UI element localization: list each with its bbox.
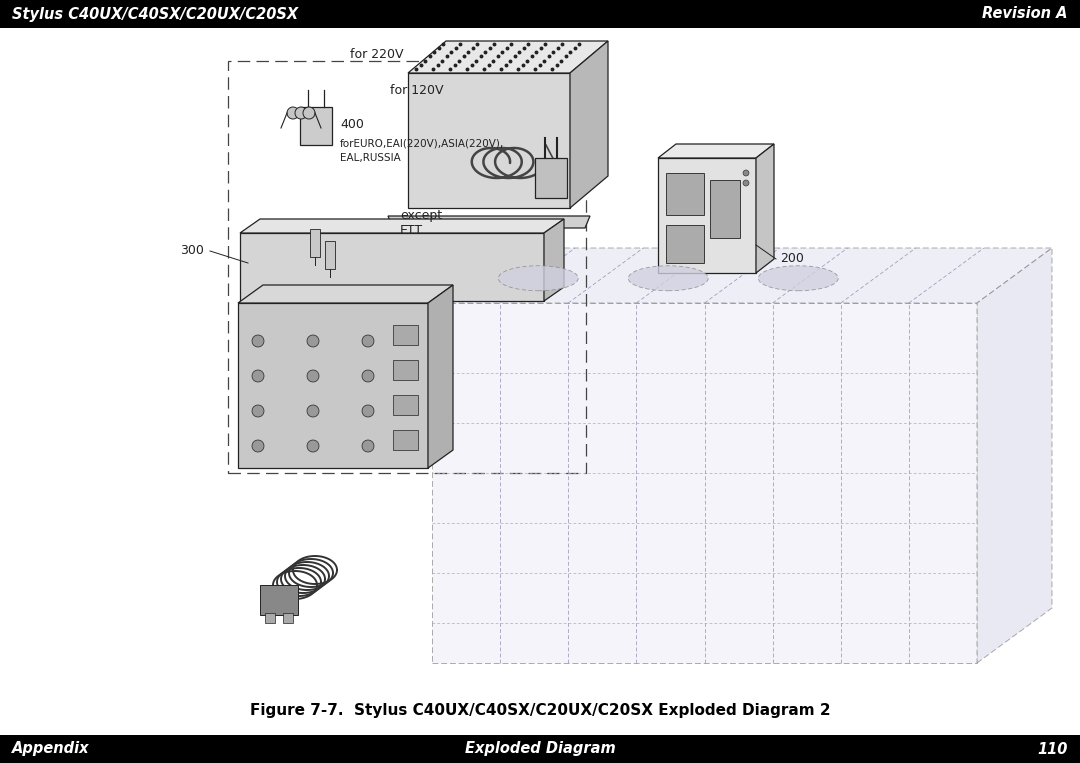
Bar [393, 430, 418, 450]
Polygon shape [388, 216, 590, 228]
Bar [310, 229, 320, 257]
Text: Appendix: Appendix [12, 742, 90, 756]
Bar [0, 735, 1080, 763]
Circle shape [362, 440, 374, 452]
Bar [666, 173, 704, 215]
Text: 200: 200 [780, 253, 804, 266]
Circle shape [307, 440, 319, 452]
Text: 110: 110 [1038, 742, 1068, 756]
Polygon shape [432, 303, 977, 663]
Circle shape [252, 335, 264, 347]
Polygon shape [408, 73, 570, 208]
Bar [393, 395, 418, 415]
Polygon shape [432, 248, 1052, 303]
Circle shape [307, 405, 319, 417]
Polygon shape [408, 41, 608, 73]
Text: EAL,RUSSIA: EAL,RUSSIA [340, 153, 401, 163]
Circle shape [252, 440, 264, 452]
Bar [260, 585, 298, 615]
Ellipse shape [629, 266, 708, 291]
Polygon shape [300, 107, 332, 145]
Circle shape [287, 107, 299, 119]
Circle shape [743, 180, 750, 186]
Bar [228, 61, 586, 473]
Bar [265, 613, 275, 623]
Circle shape [303, 107, 315, 119]
Polygon shape [544, 219, 564, 301]
Circle shape [252, 405, 264, 417]
Circle shape [295, 107, 307, 119]
Ellipse shape [498, 266, 578, 291]
Circle shape [743, 170, 750, 176]
Polygon shape [570, 41, 608, 208]
Bar [393, 325, 418, 345]
Text: for 120V: for 120V [390, 85, 444, 98]
Text: for 220V: for 220V [350, 49, 404, 62]
Polygon shape [658, 144, 774, 158]
Bar [393, 360, 418, 380]
Bar [0, 0, 1080, 28]
Bar [283, 613, 293, 623]
Polygon shape [240, 219, 564, 233]
Text: ETT: ETT [400, 224, 423, 237]
Polygon shape [238, 303, 428, 468]
Bar [710, 180, 740, 238]
Text: forEURO,EAI(220V),ASIA(220V),: forEURO,EAI(220V),ASIA(220V), [340, 138, 504, 148]
Ellipse shape [758, 266, 838, 291]
Circle shape [362, 405, 374, 417]
Polygon shape [428, 285, 453, 468]
Circle shape [362, 370, 374, 382]
Polygon shape [240, 233, 544, 301]
Text: except: except [400, 208, 442, 221]
Polygon shape [977, 248, 1052, 663]
Text: Stylus C40UX/C40SX/C20UX/C20SX: Stylus C40UX/C40SX/C20UX/C20SX [12, 7, 298, 21]
Text: Exploded Diagram: Exploded Diagram [464, 742, 616, 756]
Bar [325, 241, 335, 269]
Text: Revision A: Revision A [983, 7, 1068, 21]
Text: Figure 7-7.  Stylus C40UX/C40SX/C20UX/C20SX Exploded Diagram 2: Figure 7-7. Stylus C40UX/C40SX/C20UX/C20… [249, 703, 831, 719]
Polygon shape [658, 158, 756, 273]
Text: 300: 300 [180, 244, 204, 257]
Circle shape [252, 370, 264, 382]
Polygon shape [535, 158, 567, 198]
Circle shape [362, 335, 374, 347]
Polygon shape [238, 285, 453, 303]
Circle shape [307, 370, 319, 382]
Polygon shape [756, 144, 774, 273]
Bar [666, 225, 704, 263]
Circle shape [307, 335, 319, 347]
Text: 400: 400 [340, 118, 364, 131]
